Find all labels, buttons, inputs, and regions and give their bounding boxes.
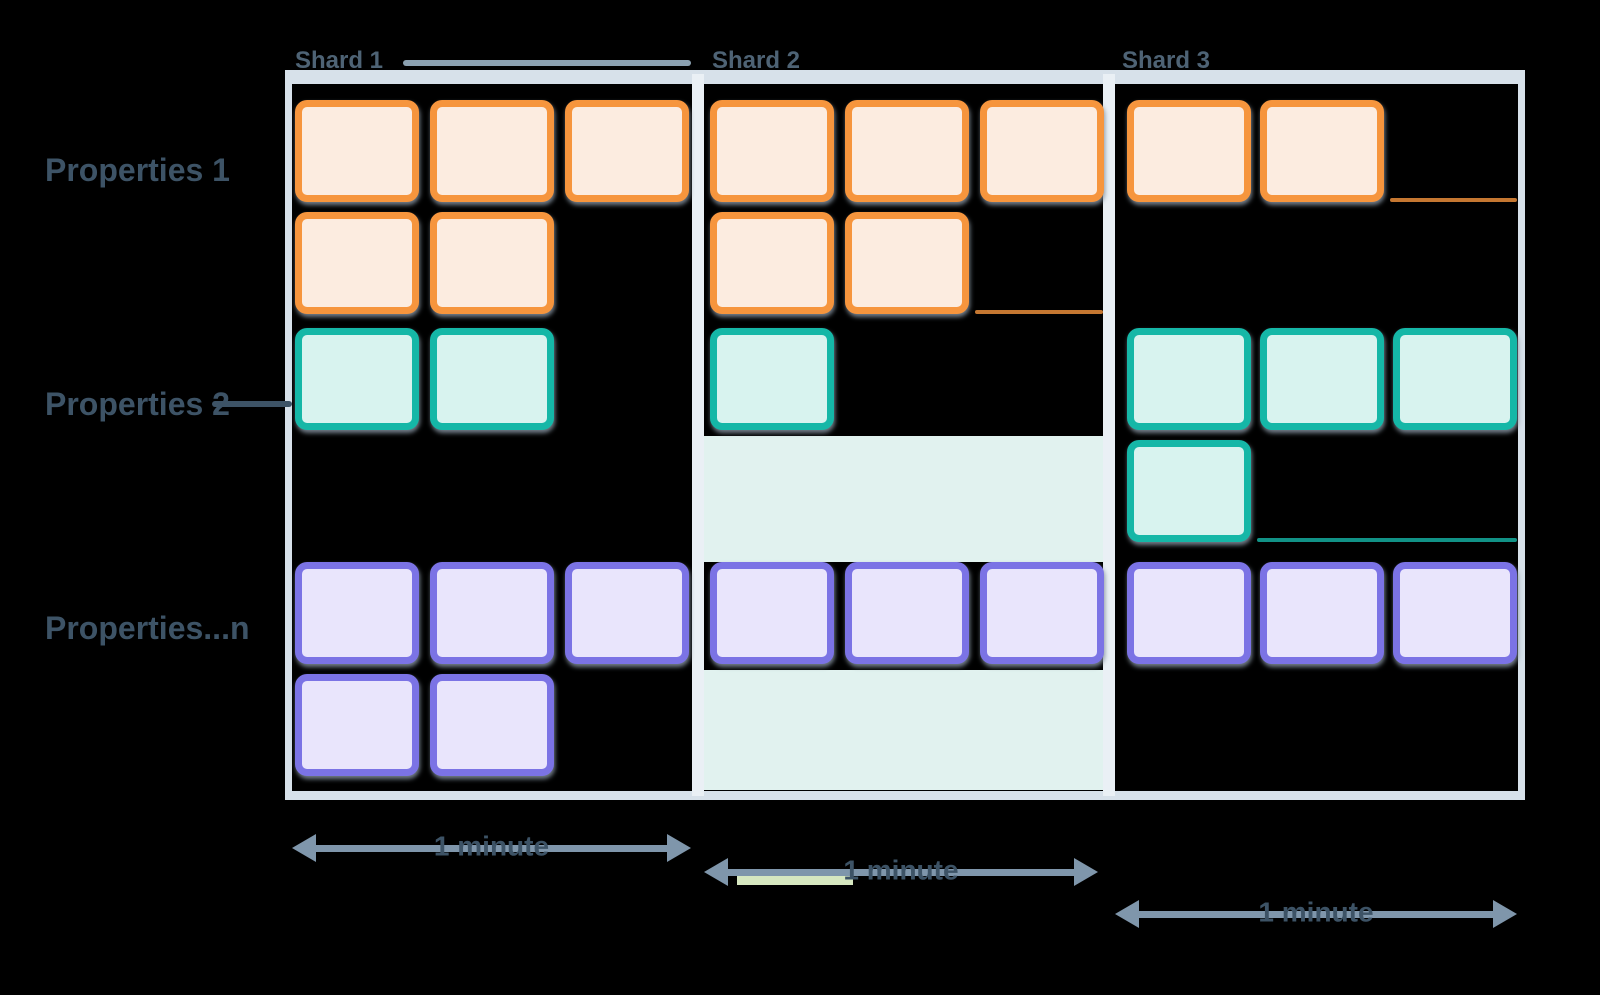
right-arrowhead-icon bbox=[1074, 858, 1098, 886]
left-arrowhead-icon bbox=[704, 858, 728, 886]
purple-record-chip bbox=[845, 562, 969, 664]
orange-series-continuation-line bbox=[1390, 198, 1517, 202]
teal-record-chip bbox=[1127, 440, 1251, 542]
purple-record-chip bbox=[295, 562, 419, 664]
shard-3-duration-arrow: 1 minute bbox=[1115, 896, 1517, 932]
shard-1-duration-arrow: 1 minute bbox=[292, 830, 691, 866]
properties-2-label: Properties 2 bbox=[45, 386, 230, 422]
purple-record-chip bbox=[430, 674, 554, 776]
duration-label: 1 minute bbox=[1258, 896, 1374, 928]
orange-record-chip bbox=[565, 100, 689, 202]
teal-record-chip bbox=[1260, 328, 1384, 430]
orange-record-chip bbox=[710, 212, 834, 314]
teal-record-chip bbox=[710, 328, 834, 430]
teal-record-chip bbox=[295, 328, 419, 430]
column-separator bbox=[692, 74, 704, 796]
arrow-shaft bbox=[316, 844, 667, 852]
duration-label: 1 minute bbox=[433, 830, 550, 862]
purple-record-chip bbox=[710, 562, 834, 664]
column-separator bbox=[1103, 74, 1115, 796]
arrow-shaft bbox=[728, 868, 1074, 876]
properties-1-label: Properties 1 bbox=[45, 152, 230, 188]
orange-record-chip bbox=[845, 212, 969, 314]
teal-record-chip bbox=[1393, 328, 1517, 430]
right-arrowhead-icon bbox=[1493, 900, 1517, 928]
duration-label: 1 minute bbox=[843, 854, 959, 886]
shard-1-header-line bbox=[403, 60, 691, 66]
orange-record-chip bbox=[1260, 100, 1384, 202]
orange-record-chip bbox=[710, 100, 834, 202]
purple-record-chip bbox=[430, 562, 554, 664]
purple-highlight-band bbox=[704, 670, 1103, 790]
teal-record-chip bbox=[1127, 328, 1251, 430]
green-highlight-strip bbox=[737, 876, 853, 885]
orange-record-chip bbox=[980, 100, 1104, 202]
orange-record-chip bbox=[295, 212, 419, 314]
orange-record-chip bbox=[845, 100, 969, 202]
shard-3-header: Shard 3 bbox=[1122, 47, 1211, 74]
right-arrowhead-icon bbox=[667, 834, 691, 862]
shard-1-header: Shard 1 bbox=[295, 47, 384, 74]
left-arrowhead-icon bbox=[1115, 900, 1139, 928]
shard-2-duration-arrow: 1 minute bbox=[704, 854, 1098, 890]
purple-record-chip bbox=[980, 562, 1104, 664]
teal-record-chip bbox=[430, 328, 554, 430]
left-arrowhead-icon bbox=[292, 834, 316, 862]
teal-series-continuation-line bbox=[1257, 538, 1517, 542]
purple-record-chip bbox=[1127, 562, 1251, 664]
orange-record-chip bbox=[430, 100, 554, 202]
purple-record-chip bbox=[295, 674, 419, 776]
orange-record-chip bbox=[430, 212, 554, 314]
arrow-shaft bbox=[1139, 910, 1493, 918]
orange-series-continuation-line bbox=[975, 310, 1103, 314]
orange-record-chip bbox=[1127, 100, 1251, 202]
purple-record-chip bbox=[565, 562, 689, 664]
shard-2-header: Shard 2 bbox=[712, 47, 801, 74]
purple-record-chip bbox=[1260, 562, 1384, 664]
shard-container-frame bbox=[285, 70, 1525, 800]
orange-record-chip bbox=[295, 100, 419, 202]
properties-n-label: Properties...n bbox=[45, 610, 250, 646]
properties-2-connector-line bbox=[212, 401, 292, 407]
purple-record-chip bbox=[1393, 562, 1517, 664]
teal-highlight-band bbox=[704, 436, 1103, 562]
